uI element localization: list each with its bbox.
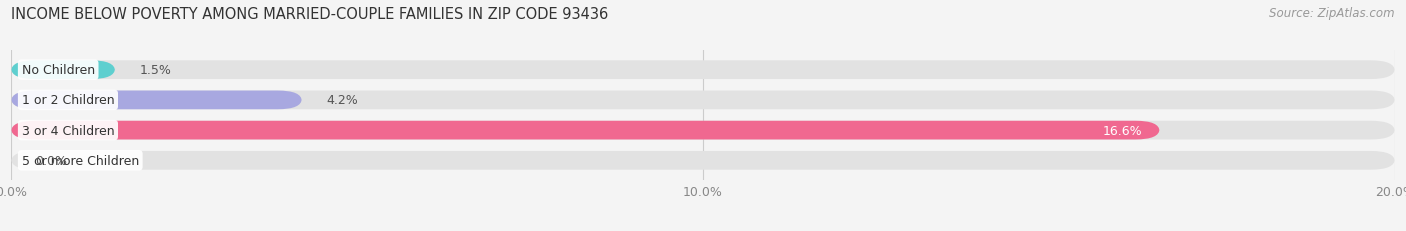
Text: 1 or 2 Children: 1 or 2 Children <box>21 94 114 107</box>
FancyBboxPatch shape <box>11 61 1395 80</box>
Text: INCOME BELOW POVERTY AMONG MARRIED-COUPLE FAMILIES IN ZIP CODE 93436: INCOME BELOW POVERTY AMONG MARRIED-COUPL… <box>11 7 609 22</box>
Text: 5 or more Children: 5 or more Children <box>21 154 139 167</box>
FancyBboxPatch shape <box>11 121 1395 140</box>
Text: 1.5%: 1.5% <box>139 64 172 77</box>
Text: 3 or 4 Children: 3 or 4 Children <box>21 124 114 137</box>
Text: No Children: No Children <box>21 64 94 77</box>
FancyBboxPatch shape <box>11 121 1160 140</box>
Text: 16.6%: 16.6% <box>1102 124 1142 137</box>
Text: 0.0%: 0.0% <box>35 154 67 167</box>
FancyBboxPatch shape <box>11 91 302 110</box>
FancyBboxPatch shape <box>11 61 115 80</box>
FancyBboxPatch shape <box>11 151 1395 170</box>
FancyBboxPatch shape <box>11 91 1395 110</box>
Text: 4.2%: 4.2% <box>326 94 357 107</box>
Text: Source: ZipAtlas.com: Source: ZipAtlas.com <box>1270 7 1395 20</box>
